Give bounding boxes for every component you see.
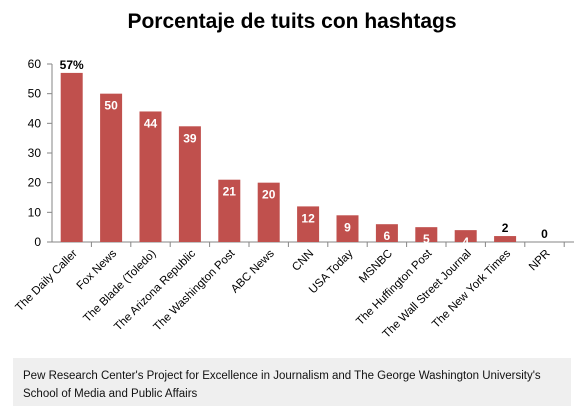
chart-bars [60, 72, 517, 243]
data-label: 0 [541, 227, 548, 241]
y-tick-label: 50 [28, 87, 42, 101]
category-label: The New York Times [430, 247, 513, 330]
y-tick-label: 10 [28, 205, 42, 219]
category-label: The Washington Post [151, 247, 237, 333]
category-label: The Daily Caller [13, 248, 79, 314]
bar [218, 179, 241, 242]
y-tick-label: 60 [28, 57, 42, 71]
bar [100, 93, 123, 243]
y-tick-label: 20 [28, 176, 42, 190]
bar [257, 182, 280, 242]
category-label: The Huffington Post [354, 247, 435, 328]
bar [494, 236, 517, 242]
y-tick-label: 0 [34, 235, 41, 249]
data-label: 44 [144, 116, 158, 130]
chart-title: Porcentaje de tuits con hashtags [127, 10, 457, 33]
bar [60, 72, 83, 243]
source-note: Pew Research Center's Project for Excell… [13, 358, 571, 406]
category-label: ABC News [229, 247, 277, 295]
bar [415, 227, 438, 242]
data-label: 57% [60, 58, 84, 72]
data-label: 4 [462, 235, 469, 249]
bar [297, 206, 320, 242]
data-label: 21 [223, 185, 237, 199]
data-label: 5 [423, 232, 430, 246]
category-label: NPR [527, 248, 553, 274]
data-label: 50 [104, 99, 118, 113]
y-tick-label: 30 [28, 146, 42, 160]
category-label: The Blade (Toledo) [81, 248, 158, 325]
category-label: MSNBC [357, 248, 395, 286]
data-label: 2 [502, 221, 509, 235]
y-tick-label: 40 [28, 116, 42, 130]
data-label: 39 [183, 131, 197, 145]
category-label: CNN [290, 248, 316, 274]
data-label: 12 [301, 211, 315, 225]
data-label: 9 [344, 220, 351, 234]
bar [454, 230, 477, 242]
bar [336, 215, 359, 242]
data-label: 20 [262, 188, 276, 202]
bar [375, 224, 398, 242]
bar [139, 111, 162, 242]
bar [178, 126, 201, 242]
data-label: 6 [384, 229, 391, 243]
